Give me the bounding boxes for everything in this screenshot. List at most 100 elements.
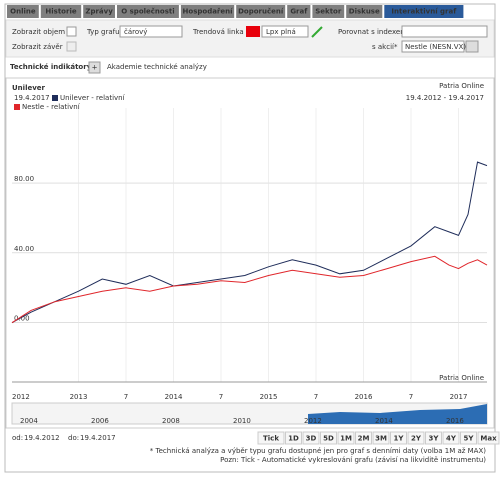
- label: Typ grafu*: [86, 28, 124, 36]
- x-tick-label: 2015: [260, 393, 278, 401]
- range-button-label: Max: [480, 435, 497, 443]
- range-button-label: 2M: [358, 435, 370, 443]
- range: 19.4.2012 - 19.4.2017: [406, 94, 484, 102]
- navigator-label: 2010: [233, 417, 251, 425]
- chart-title: Unilever: [12, 84, 46, 92]
- navigator-label: 2008: [162, 417, 180, 425]
- range-button-label: 1D: [288, 435, 299, 443]
- clear-button[interactable]: [465, 40, 479, 53]
- tab[interactable]: [7, 5, 39, 18]
- navigator-selection: [308, 404, 487, 424]
- tab-label: Doporučení: [238, 8, 284, 16]
- range-button[interactable]: [355, 431, 372, 445]
- range-button[interactable]: [460, 431, 477, 445]
- range-button-label: 3M: [375, 435, 387, 443]
- label: Trendová linka: [192, 28, 244, 36]
- label: Zobrazit objem: [12, 28, 65, 36]
- range-button[interactable]: [372, 431, 390, 445]
- range-button[interactable]: [257, 431, 285, 445]
- date: 19.4.2012: [24, 434, 60, 442]
- checkbox[interactable]: [66, 26, 77, 37]
- checkbox[interactable]: [66, 41, 77, 52]
- tab-label: Online: [10, 8, 36, 16]
- label: do:: [68, 434, 79, 442]
- tab[interactable]: [40, 5, 82, 18]
- range-button-label: 5Y: [464, 435, 475, 443]
- select[interactable]: [261, 25, 309, 38]
- x-tick-label: 7: [409, 393, 413, 401]
- pen-icon[interactable]: [311, 26, 323, 38]
- x-tick-label: 2016: [355, 393, 373, 401]
- range-button[interactable]: [425, 431, 442, 445]
- range-button[interactable]: [477, 431, 500, 445]
- legend-swatch: [52, 95, 58, 101]
- select[interactable]: [119, 25, 183, 38]
- range-button-label: 1Y: [394, 435, 405, 443]
- range-button[interactable]: [302, 431, 320, 445]
- range-button-label: 3Y: [429, 435, 440, 443]
- note: Pozn: Tick - Automatické vykreslování gr…: [220, 456, 486, 464]
- tab-label: Hospodaření: [183, 8, 234, 16]
- select[interactable]: [401, 25, 488, 38]
- range-button-label: 2Y: [411, 435, 422, 443]
- color-swatch[interactable]: [246, 26, 260, 37]
- tab-label: Interaktivní graf: [391, 8, 457, 16]
- x-tick-label: 7: [219, 393, 223, 401]
- navigator-label: 2012: [304, 417, 322, 425]
- navigator-label: 2004: [20, 417, 38, 425]
- range-button[interactable]: [320, 431, 337, 445]
- add-button[interactable]: [88, 61, 101, 74]
- label: Technické indikátory*:: [10, 63, 98, 71]
- tab[interactable]: [117, 5, 179, 18]
- range-button[interactable]: [337, 431, 355, 445]
- range-button[interactable]: [285, 431, 302, 445]
- label: Zobrazit závěr: [12, 43, 63, 51]
- tab[interactable]: [236, 5, 286, 18]
- range-button-label: 3D: [306, 435, 317, 443]
- range-button-label: Tick: [263, 435, 279, 443]
- y-tick-label: 0.00: [14, 315, 30, 323]
- navigator-label: 2014: [375, 417, 393, 425]
- note: * Technická analýza a výběr typu grafu d…: [150, 447, 486, 455]
- add-button-text: +: [92, 64, 98, 72]
- series-line: [11, 255, 488, 324]
- legend-label: Nestle - relativní: [22, 103, 81, 111]
- y-tick-label: 40.00: [14, 245, 34, 253]
- source: Patria Online: [439, 82, 484, 90]
- x-tick-label: 2014: [165, 393, 183, 401]
- label: Porovnat s indexem*: [338, 28, 411, 36]
- x-tick-label: 2013: [70, 393, 88, 401]
- tab[interactable]: [287, 5, 311, 18]
- tab[interactable]: [384, 5, 464, 18]
- range-button[interactable]: [442, 431, 460, 445]
- select-value: čárový: [124, 28, 147, 36]
- x-tick-label: 7: [314, 393, 318, 401]
- legend-swatch: [14, 104, 20, 110]
- tab-label: Historie: [45, 8, 76, 16]
- tab[interactable]: [346, 5, 383, 18]
- input[interactable]: [401, 40, 465, 53]
- x-tick-label: 2017: [450, 393, 468, 401]
- tab[interactable]: [312, 5, 345, 18]
- range-button-label: 1M: [340, 435, 352, 443]
- tab[interactable]: [180, 5, 235, 18]
- x-tick-label: 2012: [12, 393, 30, 401]
- legend-label: Unilever - relativní: [60, 94, 126, 102]
- tab[interactable]: [83, 5, 115, 18]
- label: od:: [12, 434, 23, 442]
- navigator-label: 2016: [446, 417, 464, 425]
- y-tick-label: 80.00: [14, 175, 34, 183]
- select-value: Lpx plná: [266, 28, 296, 36]
- tab-label: O společnosti: [121, 8, 174, 16]
- link[interactable]: Akademie technické analýzy: [107, 63, 207, 71]
- tab-label: Sektor: [315, 8, 342, 16]
- x-tick-label: 7: [124, 393, 128, 401]
- navigator-label: 2006: [91, 417, 109, 425]
- range-button[interactable]: [407, 431, 425, 445]
- tab-label: Diskuse: [349, 8, 380, 16]
- series-line: [11, 161, 488, 324]
- range-button[interactable]: [390, 431, 407, 445]
- input-value: Nestle (NESN.VX) Vi: [405, 43, 475, 51]
- label: s akcií*: [372, 43, 398, 51]
